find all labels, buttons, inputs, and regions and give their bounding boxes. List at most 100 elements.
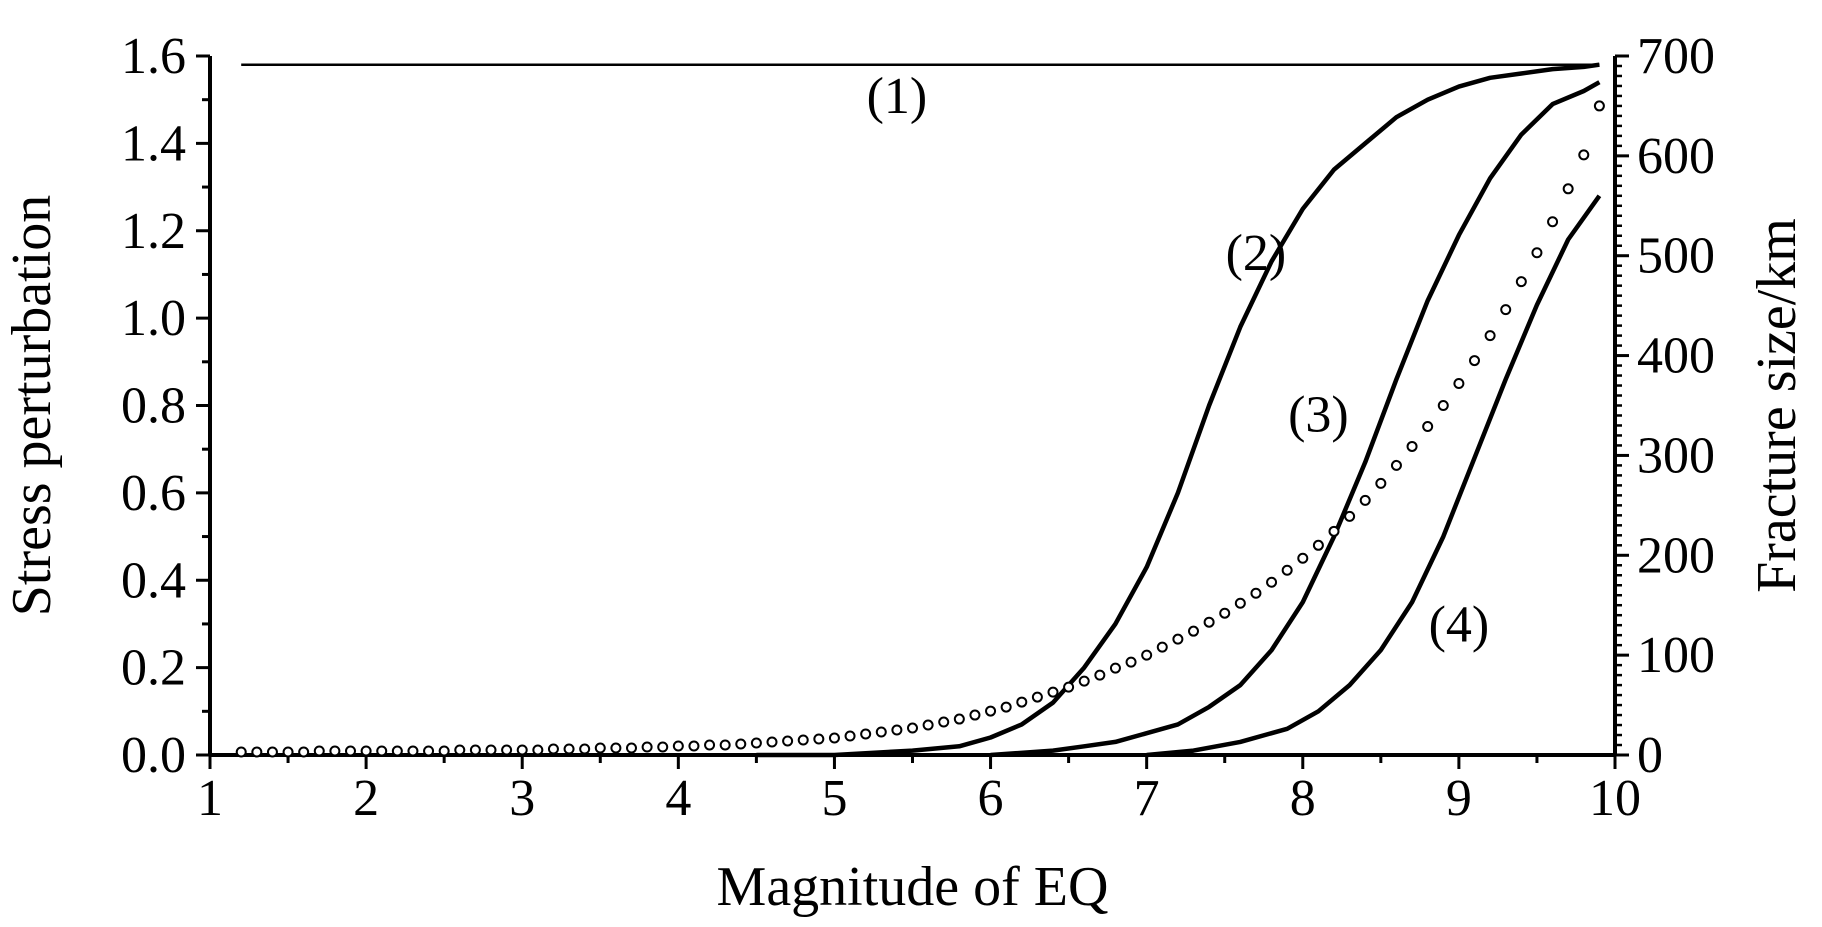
fracture-size-point [1562,183,1574,195]
fracture-size-point [1031,691,1043,703]
y2-tick-label: 600 [1637,128,1715,185]
fracture-size-point [1141,649,1153,661]
fracture-size-point [329,745,341,757]
fracture-size-point [235,746,247,758]
y-tick-label: 1.0 [121,290,186,347]
fracture-size-point [532,744,544,756]
x-tick-label: 2 [353,770,379,827]
fracture-size-point [1531,247,1543,259]
fracture-size-point [860,728,872,740]
x-tick-label: 10 [1589,770,1641,827]
fracture-size-point [1156,641,1168,653]
fracture-size-point [797,734,809,746]
fracture-size-point [1469,355,1480,367]
fracture-size-point [313,745,325,757]
fracture-size-point [594,742,606,754]
fracture-size-point [735,738,747,750]
fracture-size-point [1219,607,1231,619]
fracture-size-point [969,709,981,721]
fracture-size-point [1406,440,1418,452]
series-line-4 [1146,194,1602,758]
x-tick-label: 6 [978,770,1004,827]
y2-tick-label: 500 [1637,228,1715,285]
x-axis-title: Magnitude of EQ [717,856,1109,918]
x-tick-label: 1 [197,770,223,827]
y2-tick-label: 300 [1637,427,1715,484]
fracture-size-point [1484,330,1496,342]
fracture-size-point [1312,539,1324,551]
fracture-size-point [360,745,372,757]
fracture-size-point [907,722,918,734]
fracture-size-point [345,745,356,757]
y-tick-label: 1.2 [121,203,186,260]
y-tick-label: 0.6 [121,465,186,522]
fracture-size-point [469,744,481,756]
fracture-size-point [423,745,435,757]
y2-tick-label: 0 [1637,727,1663,784]
y-tick-label: 0.2 [121,640,186,697]
fracture-size-point [1125,656,1137,668]
y2-axis-title: Fracture size/km [1746,218,1808,593]
fracture-size-point [626,742,637,754]
series-line-3 [990,80,1601,758]
fracture-size-point [1453,378,1465,390]
fracture-size-point [1188,625,1199,637]
x-tick-label: 4 [665,770,691,827]
fracture-size-point [391,745,403,757]
curve-label: (3) [1288,387,1349,444]
fracture-size-point [1281,564,1293,576]
fracture-size-point [1047,686,1059,698]
fracture-size-point [251,746,263,758]
fracture-size-point [1234,597,1246,609]
y-axis-title: Stress perturbation [1,195,63,616]
fracture-size-point [704,739,716,751]
fracture-size-point [438,745,450,757]
x-tick-label: 5 [821,770,847,827]
fracture-size-point [1172,633,1184,645]
labels-layer: (1) (2) (3) (4) [867,68,1490,654]
series-fracture-size-markers [235,100,1605,758]
fracture-size-point [376,745,388,757]
fracture-size-point [1063,681,1075,693]
fracture-size-point [828,732,840,744]
fracture-size-point [1250,587,1262,599]
fracture-size-point [1297,552,1309,564]
fracture-size-point [485,744,497,756]
y-tick-label: 0.0 [121,727,186,784]
fracture-size-point [766,736,778,748]
series-line-2 [756,62,1600,758]
fracture-size-point [501,744,513,756]
y2-tick-label: 700 [1637,28,1715,85]
fracture-size-point [610,742,622,754]
fracture-size-point [657,741,669,753]
fracture-size-point [688,740,700,752]
fracture-size-point [1094,669,1106,681]
y-tick-label: 0.8 [121,378,186,435]
fracture-size-point [1359,494,1371,506]
fracture-size-point [1344,510,1356,522]
fracture-size-point [985,705,997,717]
fracture-size-point [298,746,310,758]
fracture-size-point [1078,675,1090,687]
fracture-size-point [1390,459,1402,471]
y-tick-label: 1.6 [121,28,186,85]
fracture-size-point [641,741,653,753]
y2-tick-label: 400 [1637,328,1715,385]
y2-tick-label: 100 [1637,627,1715,684]
fracture-size-point [1578,149,1590,161]
fracture-size-point [1515,276,1527,288]
fracture-size-point [938,716,950,728]
y-tick-label: 1.4 [121,115,186,172]
fracture-size-point [953,713,965,725]
fracture-size-point [875,726,887,738]
curve-label: (1) [867,68,928,125]
fracture-size-point [407,745,419,757]
fracture-size-point [750,737,762,749]
fracture-size-point [1593,100,1605,112]
curve-label: (2) [1226,225,1287,282]
fracture-size-point [282,746,294,758]
fracture-size-point [1500,304,1512,316]
fracture-size-point [579,743,591,755]
axes-frame [208,56,1617,757]
fracture-size-point [266,746,278,758]
